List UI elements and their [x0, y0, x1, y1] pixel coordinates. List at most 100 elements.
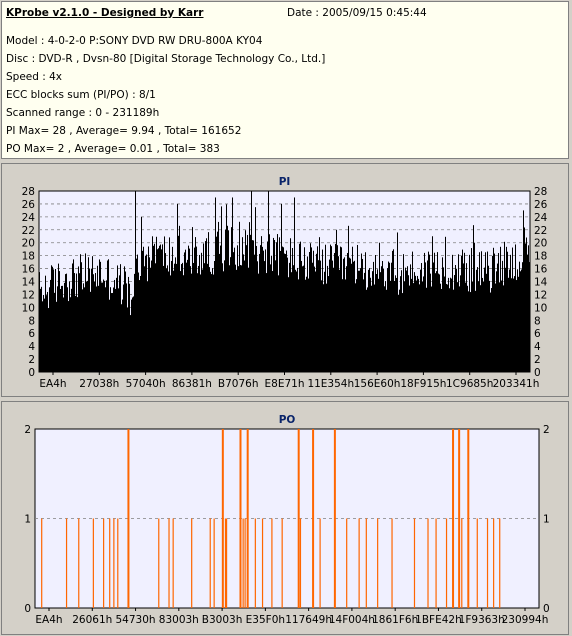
- pi-bar: [247, 234, 248, 372]
- pi-bar: [400, 276, 401, 372]
- pi-bar: [182, 262, 183, 372]
- pi-bar: [340, 246, 341, 372]
- pi-bar: [328, 276, 329, 372]
- pi-bar: [125, 271, 126, 372]
- pi-bar: [142, 250, 143, 372]
- pi-bar: [349, 257, 350, 372]
- pi-bar: [529, 262, 530, 372]
- pi-bar: [294, 197, 295, 372]
- pi-bar: [378, 278, 379, 372]
- po-bar: [461, 518, 463, 608]
- pi-bar: [434, 252, 435, 372]
- pi-bar: [437, 252, 438, 372]
- pi-bar: [123, 284, 124, 372]
- pi-bar: [220, 245, 221, 372]
- pi-bar: [53, 269, 54, 372]
- pi-bar: [77, 297, 78, 372]
- pi-bar: [420, 269, 421, 372]
- pi-bar: [361, 253, 362, 372]
- scan-date: Date : 2005/09/15 0:45:44: [287, 7, 427, 19]
- pi-bar: [411, 278, 412, 372]
- pi-bar: [459, 286, 460, 372]
- pi-bar: [402, 293, 403, 372]
- pi-bar: [475, 290, 476, 372]
- pi-bar: [390, 280, 391, 372]
- pi-xtick-label: 203341h: [493, 378, 540, 390]
- pi-bar: [216, 236, 217, 372]
- po-bar: [476, 518, 478, 608]
- pi-bar: [193, 262, 194, 372]
- pi-bar: [289, 262, 290, 372]
- pi-xtick-label: 27038h: [79, 378, 119, 390]
- pi-bar: [507, 251, 508, 372]
- po-bar: [221, 429, 224, 608]
- pi-bar: [102, 282, 103, 372]
- pi-ytick-left: 8: [28, 315, 35, 327]
- pi-bar: [381, 266, 382, 372]
- pi-bar: [428, 251, 429, 372]
- pi-bar: [308, 278, 309, 372]
- pi-bar: [203, 243, 204, 372]
- pi-bar: [131, 299, 132, 372]
- pi-bar: [281, 203, 282, 372]
- pi-bar: [516, 280, 517, 372]
- pi-bar: [176, 263, 177, 372]
- po-bar: [445, 518, 448, 608]
- pi-bar: [218, 221, 219, 372]
- pi-bar: [504, 241, 505, 372]
- pi-bar: [244, 260, 245, 372]
- pi-ytick-left: 16: [22, 264, 36, 276]
- pi-bar: [135, 191, 136, 372]
- pi-bar: [92, 256, 93, 372]
- pi-bar: [179, 225, 180, 372]
- pi-ytick-right: 20: [534, 238, 547, 250]
- pi-bar: [211, 274, 212, 372]
- pi-bar: [330, 244, 331, 372]
- pi-bar: [258, 273, 259, 372]
- po-bar: [413, 518, 416, 608]
- po-bar: [297, 429, 300, 608]
- pi-bar: [217, 231, 218, 372]
- pi-bar: [389, 262, 390, 372]
- po-xtick-label: E35F0h: [246, 614, 285, 626]
- pi-bar: [397, 232, 398, 372]
- pi-bar: [55, 268, 56, 372]
- pi-bar: [455, 264, 456, 372]
- pi-bar: [180, 271, 181, 372]
- pi-bar: [367, 287, 368, 372]
- pi-bar: [444, 276, 445, 372]
- pi-bar: [154, 243, 155, 372]
- po-bar: [319, 518, 321, 608]
- pi-bar: [380, 272, 381, 372]
- pi-bar: [86, 281, 87, 372]
- pi-bar: [468, 291, 469, 372]
- po-bar: [224, 518, 227, 608]
- pi-bar: [481, 251, 482, 372]
- pi-bar: [377, 269, 378, 372]
- po-bar: [452, 429, 455, 608]
- pi-bar: [295, 269, 296, 372]
- pi-bar: [54, 292, 55, 372]
- po-bar: [209, 518, 211, 608]
- pi-bar: [198, 265, 199, 372]
- pi-ytick-right: 10: [534, 302, 547, 314]
- pi-bar: [451, 278, 452, 372]
- po-bar: [458, 429, 461, 608]
- pi-bar: [127, 307, 128, 372]
- pi-bar: [190, 266, 191, 372]
- pi-bar: [153, 245, 154, 372]
- pi-bar: [338, 256, 339, 372]
- pi-bar: [290, 238, 291, 372]
- pi-bar: [327, 265, 328, 372]
- pi-bar: [207, 263, 208, 372]
- pi-xtick-label: 11E354h: [307, 378, 354, 390]
- pi-bar: [286, 250, 287, 372]
- pi-bar: [121, 304, 122, 372]
- pi-bar: [335, 243, 336, 372]
- pi-bar: [168, 271, 169, 372]
- pi-bar: [311, 247, 312, 372]
- po-bar: [467, 429, 470, 608]
- pi-bar: [267, 241, 268, 372]
- pi-bar: [477, 267, 478, 372]
- po-bar: [312, 429, 315, 608]
